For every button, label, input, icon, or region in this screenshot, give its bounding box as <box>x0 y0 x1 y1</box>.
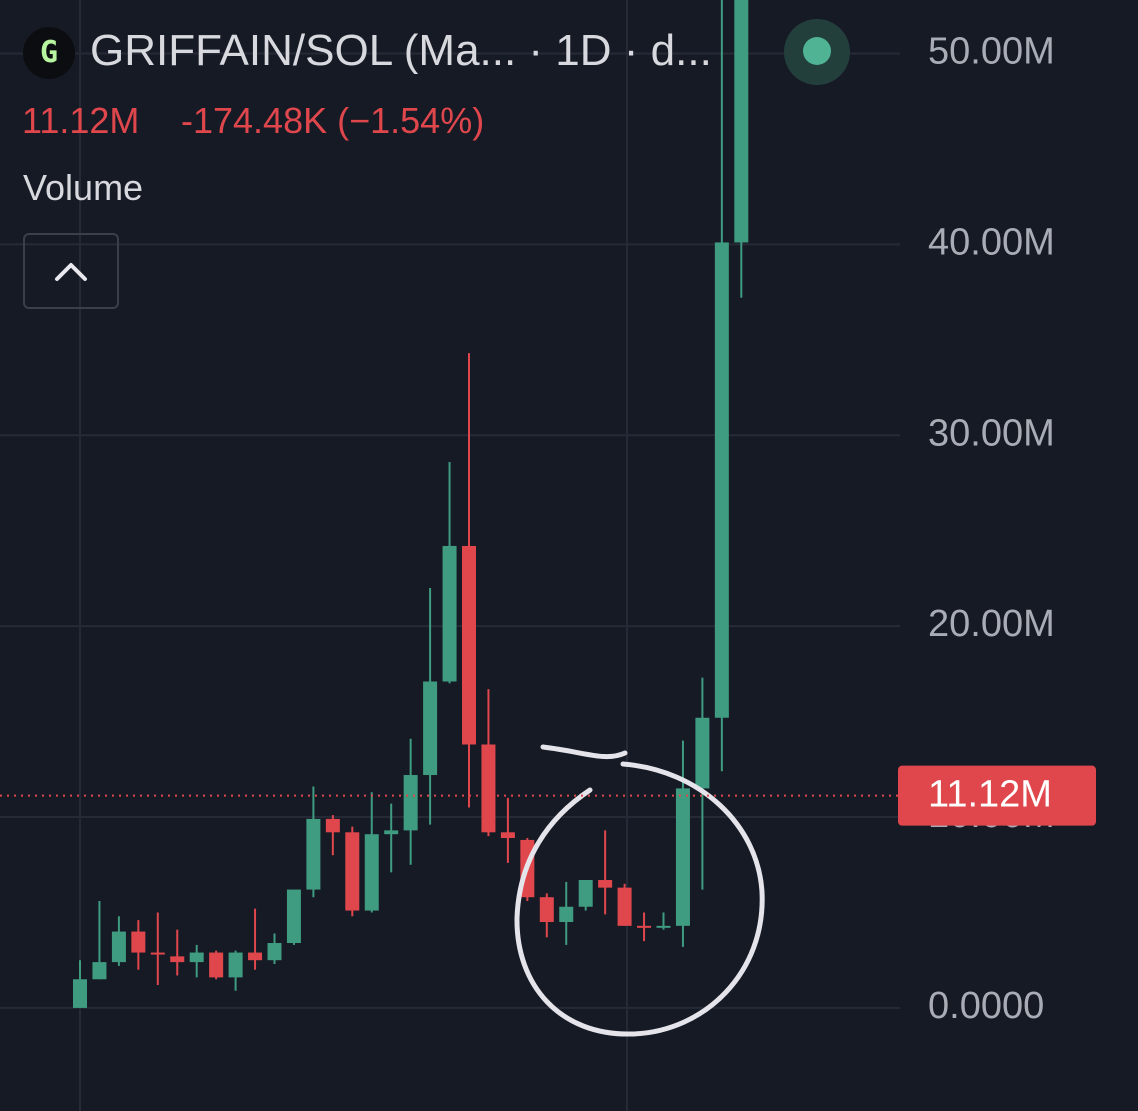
candle-body <box>462 545 476 745</box>
y-tick-label: 30.00M <box>928 412 1055 454</box>
chevron-icon <box>55 263 87 281</box>
candle-body <box>500 832 515 839</box>
status-dot <box>803 37 831 65</box>
y-tick-label: 40.00M <box>928 221 1055 263</box>
candle-body <box>111 931 126 963</box>
candle-body <box>695 717 710 789</box>
candle-body <box>675 788 690 926</box>
candle-body <box>345 832 360 911</box>
candle-body <box>714 242 729 718</box>
candle-body <box>209 952 224 978</box>
candle-body <box>734 0 749 243</box>
candle-body <box>228 952 243 978</box>
candle-body <box>403 775 418 831</box>
candle-body <box>637 925 652 928</box>
candle-body <box>325 818 340 833</box>
candles <box>73 0 749 1008</box>
y-tick-label: 20.00M <box>928 603 1055 645</box>
last-price-tag-label: 11.12M <box>928 774 1052 816</box>
candle-body <box>481 744 496 833</box>
candle-body <box>131 931 146 953</box>
candle-body <box>559 906 574 923</box>
y-tick-label: 50.00M <box>928 30 1055 72</box>
last-price-tag <box>898 765 1096 826</box>
candle-body <box>539 897 554 923</box>
candle-body <box>150 952 165 955</box>
candle-body <box>442 545 457 682</box>
candle-body <box>423 681 438 776</box>
last-price: 11.12M <box>22 100 140 141</box>
candle-body <box>306 818 321 890</box>
candle-body <box>286 889 301 944</box>
candle-body <box>73 979 87 1008</box>
candle-body <box>267 943 282 961</box>
y-axis: 0.000010.00M20.00M30.00M40.00M50.00M11.1… <box>0 30 1096 1027</box>
indicator-label[interactable]: Volume <box>23 167 144 208</box>
candle-body <box>189 952 204 963</box>
y-tick-label: 0.0000 <box>928 985 1044 1027</box>
collapse-button[interactable] <box>23 233 119 309</box>
candle-body <box>656 925 671 928</box>
token-icon: G <box>23 27 75 79</box>
candle-body <box>578 880 593 907</box>
price-change: -174.48K (−1.54%) <box>181 100 485 141</box>
candle-body <box>170 956 185 963</box>
candle-body <box>248 952 263 961</box>
symbol-title[interactable]: GRIFFAIN/SOL (Ma... · 1D · d... <box>90 26 712 75</box>
candle-body <box>617 887 632 926</box>
candle-body <box>92 962 107 980</box>
candle-body <box>598 880 613 888</box>
candle-body <box>384 830 399 835</box>
candle-body <box>364 834 379 911</box>
annotation-circle <box>514 744 765 1037</box>
